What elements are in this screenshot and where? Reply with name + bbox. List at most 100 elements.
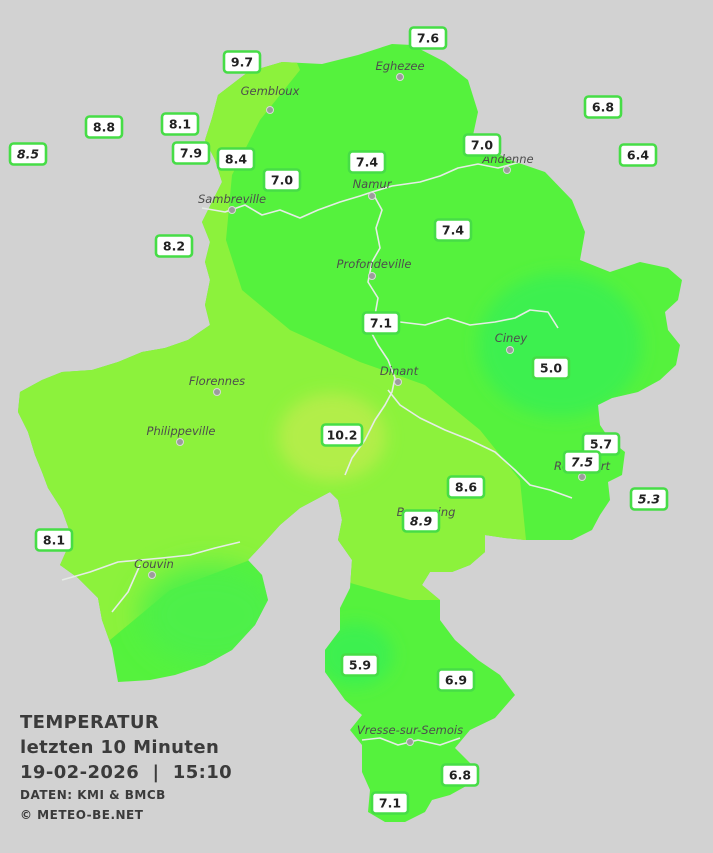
- station-label: 7.1: [361, 311, 401, 335]
- station-label: 8.6: [446, 475, 486, 499]
- station-box: [446, 475, 486, 499]
- station-value: 7.4: [442, 223, 464, 238]
- station-box: [408, 26, 448, 50]
- station-box: [433, 218, 473, 242]
- zone-couvin: [140, 565, 280, 665]
- station-value: 8.5: [17, 147, 39, 162]
- city-marker-vresse: [406, 738, 414, 746]
- station-label: 6.9: [436, 668, 476, 692]
- river-hoyoux: [399, 309, 559, 329]
- station-box: [84, 115, 124, 139]
- station-label: 8.1: [160, 112, 200, 136]
- city-label-ciney: Ciney: [495, 331, 528, 345]
- city-marker-rochefort: [578, 473, 586, 481]
- city-marker-gembloux: [266, 106, 274, 114]
- station-value: 8.9: [410, 514, 432, 529]
- station-box: [262, 168, 302, 192]
- station-value: 5.7: [590, 437, 612, 452]
- station-value: 7.6: [417, 31, 439, 46]
- legend: TEMPERATUR letzten 10 Minuten 19-02-2026…: [20, 710, 232, 825]
- river-lesse: [387, 389, 573, 499]
- station-value: 7.0: [471, 138, 493, 153]
- station-value: 5.0: [540, 361, 562, 376]
- legend-copyright: © METEO-BE.NET: [20, 808, 144, 822]
- city-label-profondeville: Profondeville: [337, 257, 412, 271]
- station-label: 8.1: [34, 528, 74, 552]
- station-label: 8.8: [84, 115, 124, 139]
- station-value: 7.9: [180, 146, 202, 161]
- city-label-florennes: Florennes: [189, 374, 245, 388]
- river-meuse-south: [344, 191, 396, 476]
- station-box: [562, 450, 602, 474]
- station-box: [361, 311, 401, 335]
- station-box: [171, 141, 211, 165]
- city-marker-couvin: [148, 571, 156, 579]
- station-box: [222, 50, 262, 74]
- city-marker-andenne: [503, 166, 511, 174]
- station-label: 6.8: [440, 763, 480, 787]
- station-label: 8.5: [8, 142, 48, 166]
- station-label: 5.0: [531, 356, 571, 380]
- station-box: [216, 147, 256, 171]
- city-label-philippeville: Philippeville: [147, 424, 216, 438]
- station-box: [320, 423, 364, 447]
- station-label: 7.6: [408, 26, 448, 50]
- city-label-eghezee: Eghezee: [375, 59, 424, 73]
- station-value: 8.1: [169, 117, 191, 132]
- city-marker-namur: [368, 192, 376, 200]
- river-eau-noire: [111, 564, 141, 613]
- station-value: 5.9: [349, 658, 371, 673]
- city-marker-dinant: [394, 378, 402, 386]
- river-sambre-meuse: [201, 161, 521, 219]
- river-viroin: [61, 541, 241, 581]
- city-label-gembloux: Gembloux: [241, 84, 300, 98]
- station-value: 8.6: [455, 480, 477, 495]
- station-label: 6.8: [583, 95, 623, 119]
- city-label-vresse: Vresse-sur-Semois: [357, 723, 463, 737]
- station-value: 6.4: [627, 148, 649, 163]
- station-value: 9.7: [231, 55, 253, 70]
- city-marker-ciney: [506, 346, 514, 354]
- station-label: 8.4: [216, 147, 256, 171]
- legend-datetime: 19-02-2026 | 15:10: [20, 762, 233, 783]
- station-value: 6.8: [449, 768, 471, 783]
- station-box: [462, 133, 502, 157]
- station-label: 7.1: [370, 791, 410, 815]
- station-box: [370, 791, 410, 815]
- station-box: [440, 763, 480, 787]
- legend-source: DATEN: KMI & BMCB: [20, 788, 166, 802]
- city-marker-sambreville: [228, 206, 236, 214]
- station-box: [629, 487, 669, 511]
- station-label: 7.5: [562, 450, 602, 474]
- station-label: 7.4: [433, 218, 473, 242]
- city-marker-eghezee: [396, 73, 404, 81]
- station-box: [160, 112, 200, 136]
- station-label: 7.9: [171, 141, 211, 165]
- station-box: [436, 668, 476, 692]
- station-label: 7.0: [462, 133, 502, 157]
- station-box: [531, 356, 571, 380]
- legend-title: TEMPERATUR: [20, 712, 160, 733]
- station-box: [340, 653, 380, 677]
- station-value: 8.1: [43, 533, 65, 548]
- station-label: 7.4: [347, 150, 387, 174]
- station-value: 6.8: [592, 100, 614, 115]
- station-label: 7.0: [262, 168, 302, 192]
- station-value: 7.4: [356, 155, 378, 170]
- station-value: 8.4: [225, 152, 247, 167]
- city-label-namur: Namur: [353, 177, 393, 191]
- station-value: 8.2: [163, 239, 185, 254]
- legend-subtitle: letzten 10 Minuten: [20, 737, 220, 758]
- city-marker-florennes: [213, 388, 221, 396]
- station-box: [401, 509, 441, 533]
- city-label-dinant: Dinant: [380, 364, 419, 378]
- city-marker-philippeville: [176, 438, 184, 446]
- station-value: 7.1: [370, 316, 392, 331]
- station-value: 7.1: [379, 796, 401, 811]
- station-label: 5.9: [340, 653, 380, 677]
- station-value: 7.5: [571, 455, 593, 470]
- station-label: 6.4: [618, 143, 658, 167]
- station-box: [347, 150, 387, 174]
- city-label-couvin: Couvin: [134, 557, 174, 571]
